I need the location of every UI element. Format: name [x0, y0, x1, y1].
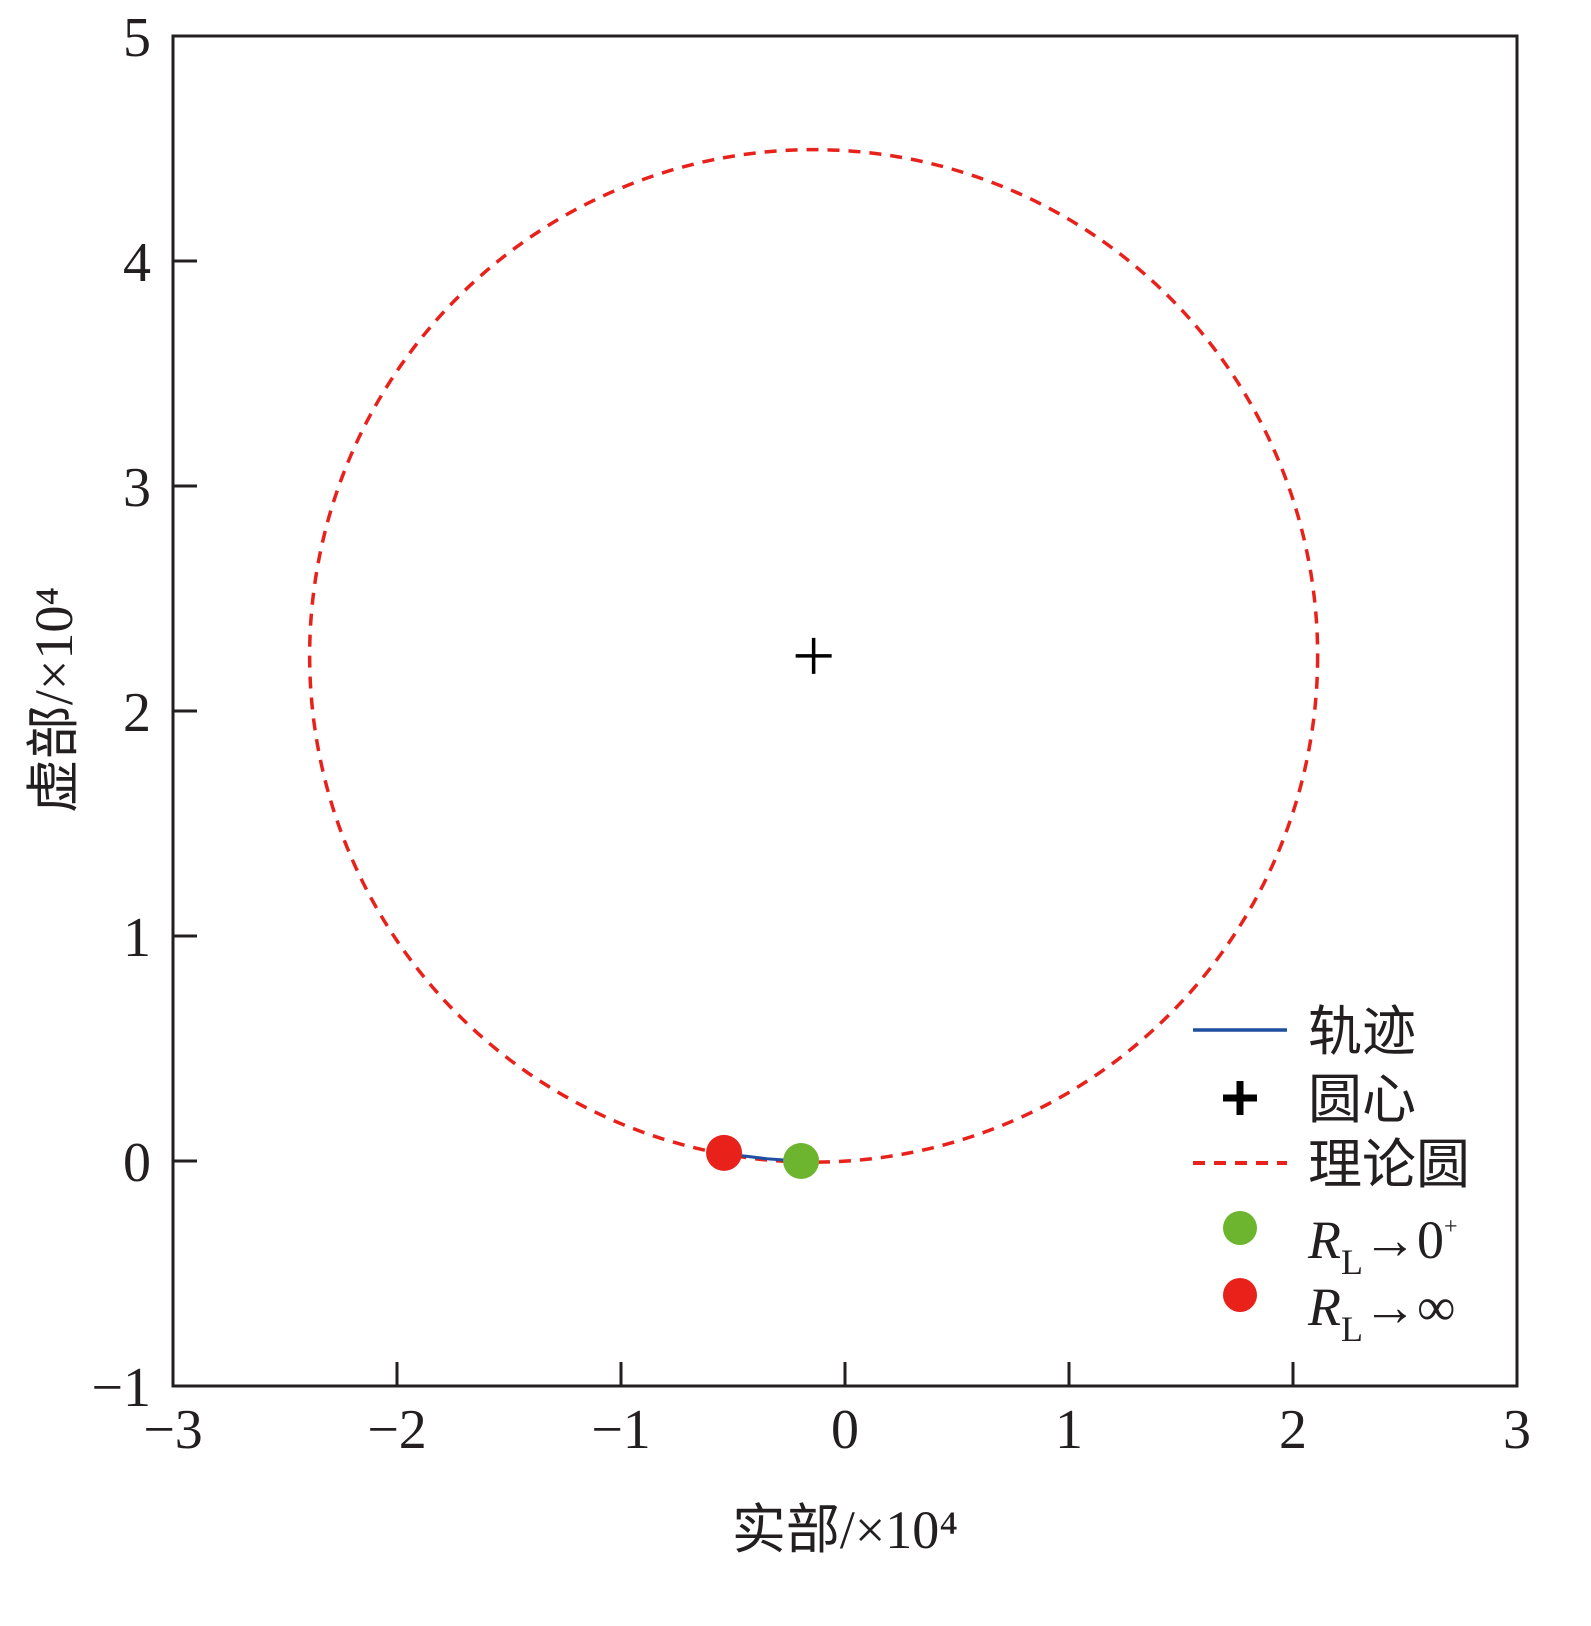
- y-tick-label: 2: [123, 682, 151, 744]
- rl-infinity-point: [706, 1134, 743, 1171]
- y-axis-label: 虚部/×10⁴: [24, 587, 84, 813]
- legend-label-center: 圆心: [1308, 1070, 1416, 1130]
- y-tick-label: 3: [123, 457, 151, 519]
- rl-zero-point: [783, 1143, 820, 1179]
- x-tick-label: 2: [1279, 1399, 1307, 1461]
- x-tick-label: 1: [1055, 1399, 1083, 1461]
- legend-label-rl-zero: RL→0+: [1307, 1210, 1458, 1282]
- legend-rl-zero-swatch: [1223, 1211, 1257, 1245]
- y-tick-label: 1: [123, 907, 151, 969]
- theoretical-circle: [307, 147, 1320, 1164]
- y-tick-label: 0: [123, 1132, 151, 1194]
- x-tick-label: 3: [1503, 1399, 1531, 1461]
- y-tick-label: −1: [91, 1357, 151, 1419]
- x-tick-label: −1: [591, 1399, 651, 1461]
- x-axis-label: 实部/×10⁴: [732, 1500, 958, 1560]
- legend-label-circle: 理论圆: [1308, 1135, 1470, 1195]
- y-tick-label: 5: [123, 7, 151, 69]
- legend-rl-infinity-swatch: [1223, 1278, 1257, 1312]
- legend-label-rl-infinity: RL→∞: [1307, 1277, 1456, 1349]
- y-tick-label: 4: [123, 232, 151, 294]
- legend-center-swatch: [1223, 1081, 1257, 1115]
- x-tick-label: −3: [143, 1399, 203, 1461]
- x-tick-label: 0: [831, 1399, 859, 1461]
- x-tick-label: −2: [367, 1399, 427, 1461]
- center-plus-marker: [795, 637, 832, 674]
- legend-label-trajectory: 轨迹: [1308, 1002, 1416, 1062]
